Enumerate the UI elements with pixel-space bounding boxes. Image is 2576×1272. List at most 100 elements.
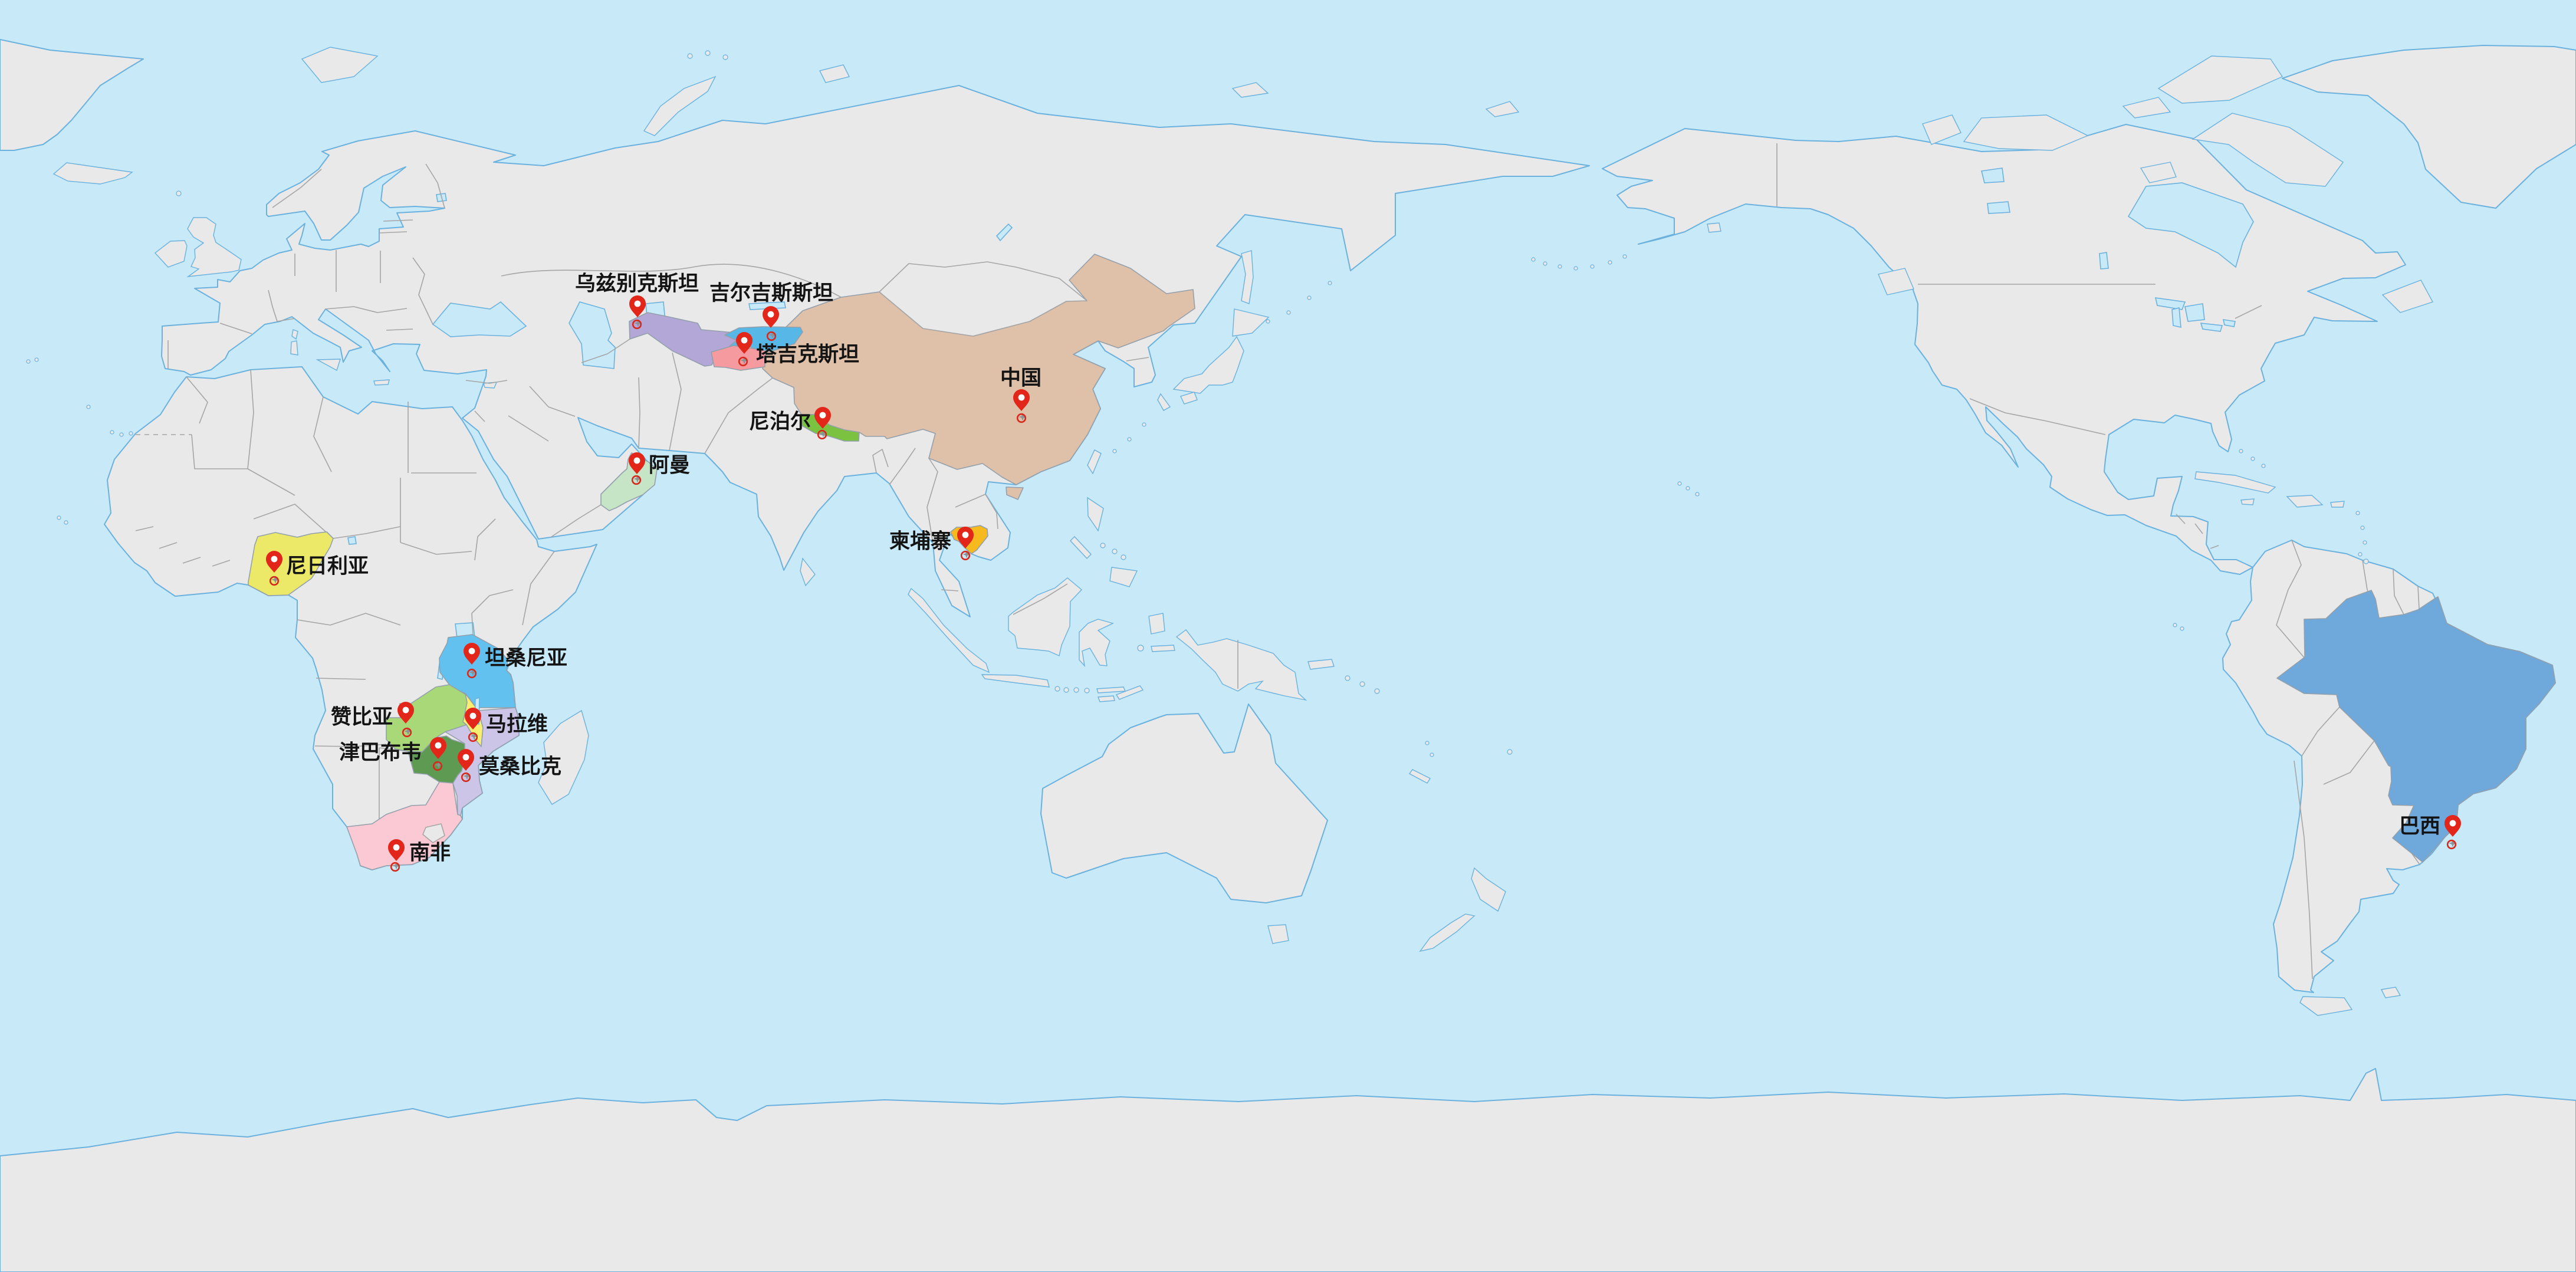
great-slave-lake xyxy=(1987,201,2010,214)
location-ring-icon xyxy=(632,319,642,330)
country-label-kyrgyzstan: 吉尔吉斯斯坦 xyxy=(709,282,833,305)
greenland-east xyxy=(0,39,144,151)
country-shape-south-africa[interactable] xyxy=(346,781,463,870)
map-marker-south-africa: 南非 xyxy=(388,839,451,872)
island-nz-north xyxy=(1471,867,1506,912)
island-cuba xyxy=(2194,471,2276,494)
island-hokkaido xyxy=(1232,308,1270,337)
capital-star-icon xyxy=(1018,413,1027,421)
island-ireland xyxy=(154,240,188,268)
lakes-layer xyxy=(347,167,2254,681)
map-marker-uzbekistan: 乌兹别克斯坦 xyxy=(575,272,699,330)
capital-star-icon xyxy=(463,772,471,780)
location-ring-icon xyxy=(738,356,748,367)
lake-baikal xyxy=(995,223,1013,242)
great-bear-lake xyxy=(1981,167,2005,183)
map-marker-china: 中国 xyxy=(1000,367,1041,423)
island-iceland xyxy=(52,162,133,185)
map-marker-tanzania: 坦桑尼亚 xyxy=(464,643,567,679)
island-new-siberian xyxy=(1231,82,1269,98)
greenland-west xyxy=(2282,45,2576,209)
country-label-brazil: 巴西 xyxy=(2399,815,2440,838)
country-label-malawi: 马拉维 xyxy=(486,713,548,736)
island-sri-lanka xyxy=(800,557,816,587)
island-new-britain xyxy=(1307,659,1335,670)
country-shape-mongolia xyxy=(879,261,1087,337)
map-marker-nepal: 尼泊尔 xyxy=(749,407,831,440)
location-ring-icon xyxy=(766,331,777,341)
island-timor xyxy=(1115,685,1144,700)
country-label-tanzania: 坦桑尼亚 xyxy=(485,647,567,670)
island-borneo xyxy=(1008,577,1083,656)
map-marker-kyrgyzstan: 吉尔吉斯斯坦 xyxy=(709,282,833,341)
location-ring-icon xyxy=(390,862,400,872)
islands-layer xyxy=(26,47,2434,1016)
island-wrangel xyxy=(1485,101,1520,117)
country-label-nepal: 尼泊尔 xyxy=(749,410,811,433)
capital-star-icon xyxy=(634,319,642,327)
island-banks xyxy=(1922,114,1961,145)
country-shape-tanzania[interactable] xyxy=(439,634,516,708)
island-devon xyxy=(2122,97,2171,119)
map-marker-zimbabwe: 津巴布韦 xyxy=(339,737,446,771)
location-ring-icon xyxy=(2446,839,2457,850)
island-severnaya xyxy=(819,64,850,83)
capital-star-icon xyxy=(768,331,777,339)
black-sea xyxy=(432,301,527,337)
capital-star-icon xyxy=(271,576,280,584)
country-label-mozambique: 莫桑比克 xyxy=(479,755,561,778)
country-shape-lesotho xyxy=(422,823,445,843)
island-luzon xyxy=(1087,497,1104,532)
country-shape-brazil[interactable] xyxy=(2276,590,2556,863)
country-label-south-africa: 南非 xyxy=(409,842,451,865)
lake-chad xyxy=(347,536,357,545)
island-shikoku xyxy=(1180,392,1198,405)
island-ellesmere xyxy=(2157,55,2283,104)
country-label-oman: 阿曼 xyxy=(649,454,690,477)
country-label-cambodia: 柬埔寨 xyxy=(889,530,951,553)
map-marker-malawi: 马拉维 xyxy=(465,708,548,742)
hudson-bay xyxy=(2127,182,2254,268)
island-seram xyxy=(1151,645,1175,652)
map-marker-tajikistan: 塔吉克斯坦 xyxy=(736,332,859,367)
country-label-tajikistan: 塔吉克斯坦 xyxy=(756,343,859,366)
capital-star-icon xyxy=(392,862,400,870)
country-shape-nigeria[interactable] xyxy=(248,531,334,596)
country-label-nigeria: 尼日利亚 xyxy=(286,555,369,578)
capital-star-icon xyxy=(435,761,443,769)
country-shape-oman[interactable] xyxy=(600,452,658,511)
lake-superior xyxy=(2154,297,2186,310)
island-sakhalin xyxy=(1241,250,1254,304)
island-crete xyxy=(373,379,390,386)
map-marker-zambia: 赞比亚 xyxy=(331,702,414,738)
island-corsica xyxy=(291,329,298,340)
continent-antarctica xyxy=(0,1068,2576,1272)
lake-michigan xyxy=(2171,307,2181,328)
country-shape-tajikistan[interactable] xyxy=(711,345,767,371)
island-victoria xyxy=(1963,114,2089,151)
island-sumatra xyxy=(908,587,990,673)
country-shape-hainan[interactable] xyxy=(1006,487,1024,500)
location-ring-icon xyxy=(461,772,471,783)
island-tasmania xyxy=(1267,924,1289,944)
capital-star-icon xyxy=(470,732,478,740)
location-ring-icon xyxy=(631,475,642,485)
location-ring-icon xyxy=(468,732,478,742)
location-ring-icon xyxy=(432,761,443,771)
lake-balkhash xyxy=(748,301,786,310)
island-novaya-zemlya xyxy=(643,75,717,136)
island-southampton xyxy=(2140,162,2177,183)
country-label-zimbabwe: 津巴布韦 xyxy=(339,741,422,764)
borders-layer xyxy=(135,143,2420,980)
island-puerto-rico xyxy=(2330,501,2345,508)
island-vancouver xyxy=(1878,268,1914,295)
island-java xyxy=(981,674,1050,688)
island-kodiak xyxy=(1707,222,1721,233)
island-svalbard xyxy=(301,47,379,83)
island-falklands xyxy=(2380,987,2401,998)
country-label-uzbekistan: 乌兹别克斯坦 xyxy=(575,272,699,295)
capital-star-icon xyxy=(404,727,412,735)
island-sumba xyxy=(1098,695,1115,702)
island-halmahera xyxy=(1148,613,1165,635)
